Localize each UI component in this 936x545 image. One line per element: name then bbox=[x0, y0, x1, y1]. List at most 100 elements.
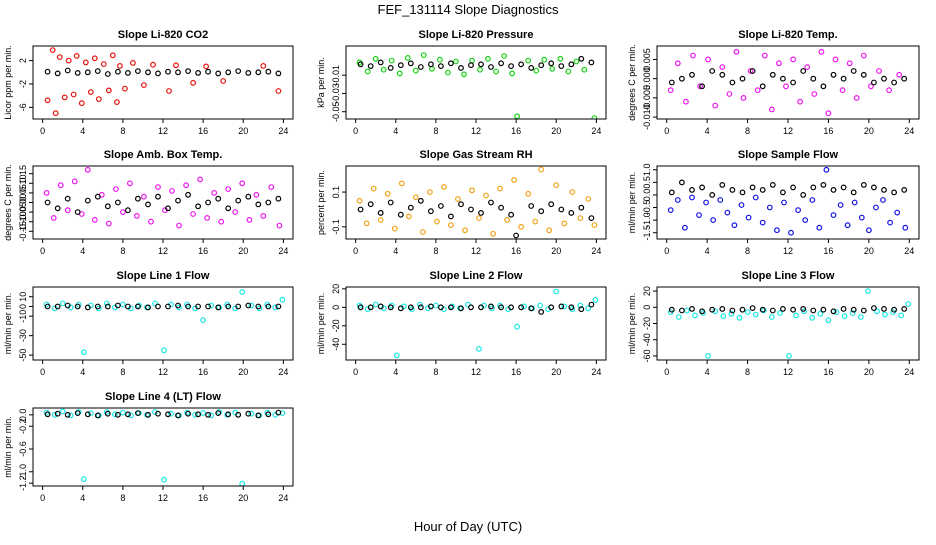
data-point bbox=[129, 60, 136, 66]
y-axis-label: degrees C per min. bbox=[627, 44, 637, 121]
data-point bbox=[692, 312, 698, 319]
x-tick-label: 0 bbox=[664, 126, 669, 136]
data-point bbox=[811, 91, 818, 97]
data-point bbox=[275, 195, 282, 202]
data-point bbox=[44, 303, 51, 310]
data-point bbox=[94, 412, 101, 419]
data-point bbox=[453, 58, 459, 65]
data-point bbox=[769, 71, 776, 78]
data-point bbox=[860, 52, 867, 59]
series-main bbox=[43, 408, 286, 486]
x-tick-label: 8 bbox=[433, 126, 438, 136]
data-point bbox=[853, 94, 860, 101]
data-point bbox=[64, 195, 71, 202]
panel-points bbox=[667, 48, 908, 117]
data-point bbox=[488, 303, 494, 310]
panel-title: Slope Li-820 Pressure bbox=[419, 29, 534, 41]
data-point bbox=[377, 59, 384, 66]
x-tick-label: 24 bbox=[591, 246, 601, 256]
data-point bbox=[860, 181, 867, 188]
y-tick-label: -30 bbox=[18, 329, 28, 342]
data-point bbox=[790, 184, 796, 191]
data-point bbox=[513, 232, 519, 239]
panel-title: Slope Amb. Box Temp. bbox=[104, 149, 223, 161]
data-point bbox=[837, 202, 844, 208]
series-reference bbox=[668, 68, 908, 90]
y-tick-label: -1.5 bbox=[642, 225, 652, 241]
series-reference bbox=[668, 179, 908, 198]
y-tick-label: 0.5 bbox=[642, 176, 652, 189]
data-point bbox=[184, 409, 191, 416]
data-point bbox=[438, 304, 444, 311]
series-reference bbox=[357, 301, 595, 315]
data-point bbox=[833, 309, 840, 316]
data-point bbox=[235, 411, 242, 418]
data-point bbox=[850, 189, 857, 196]
data-point bbox=[71, 178, 78, 185]
x-axis: 0 4 8 12 16 20 24 bbox=[664, 239, 914, 256]
data-point bbox=[367, 201, 374, 208]
data-point bbox=[497, 185, 504, 192]
data-point bbox=[509, 70, 515, 77]
data-point bbox=[739, 306, 746, 313]
data-point bbox=[860, 307, 867, 314]
data-point bbox=[190, 211, 197, 217]
data-point bbox=[518, 304, 524, 311]
data-point bbox=[817, 310, 824, 317]
data-point bbox=[674, 60, 681, 67]
data-point bbox=[232, 209, 239, 216]
data-point bbox=[183, 182, 190, 189]
data-point bbox=[105, 87, 112, 94]
x-axis: 0 4 8 12 16 20 24 bbox=[40, 119, 288, 136]
data-point bbox=[490, 230, 497, 237]
data-point bbox=[668, 79, 675, 86]
data-point bbox=[195, 411, 202, 418]
data-point bbox=[458, 64, 464, 71]
data-point bbox=[74, 209, 81, 216]
data-point bbox=[533, 67, 540, 74]
data-point bbox=[54, 70, 61, 77]
data-point bbox=[849, 310, 856, 316]
data-point bbox=[119, 409, 126, 416]
data-point bbox=[412, 194, 419, 201]
data-point bbox=[44, 199, 51, 206]
data-point bbox=[568, 209, 575, 216]
data-point bbox=[109, 52, 116, 59]
data-point bbox=[166, 88, 172, 94]
data-point bbox=[679, 307, 685, 314]
panel-title: Slope Sample Flow bbox=[738, 149, 839, 161]
data-point bbox=[255, 412, 262, 419]
data-point bbox=[719, 71, 726, 78]
data-point bbox=[857, 314, 864, 320]
data-point bbox=[165, 68, 171, 75]
data-point bbox=[84, 166, 91, 173]
data-point bbox=[175, 302, 181, 309]
data-point bbox=[483, 192, 489, 199]
data-point bbox=[407, 304, 414, 311]
y-tick-label: -50 bbox=[18, 349, 28, 362]
data-point bbox=[761, 52, 768, 59]
data-point bbox=[528, 305, 535, 312]
data-point bbox=[902, 224, 909, 231]
data-point bbox=[59, 408, 66, 415]
data-point bbox=[668, 306, 675, 313]
data-point bbox=[477, 66, 483, 73]
panel-title: Slope Line 3 Flow bbox=[742, 270, 835, 282]
data-point bbox=[388, 57, 395, 64]
data-point bbox=[428, 208, 434, 215]
data-point bbox=[455, 196, 461, 202]
data-point bbox=[830, 186, 837, 193]
data-point bbox=[65, 57, 72, 64]
data-point bbox=[790, 306, 796, 313]
figure-title: FEF_131114 Slope Diagnostics bbox=[378, 2, 559, 17]
data-point bbox=[377, 216, 384, 223]
data-point bbox=[747, 68, 754, 74]
panel-6: Slope Sample Flow 0 4 8 12 16 20 24 1.00.50.0-0.… bbox=[627, 149, 920, 256]
panel-points bbox=[356, 52, 598, 119]
data-point bbox=[768, 106, 775, 113]
data-point bbox=[396, 70, 403, 77]
data-point bbox=[416, 301, 423, 308]
data-point bbox=[901, 306, 908, 312]
